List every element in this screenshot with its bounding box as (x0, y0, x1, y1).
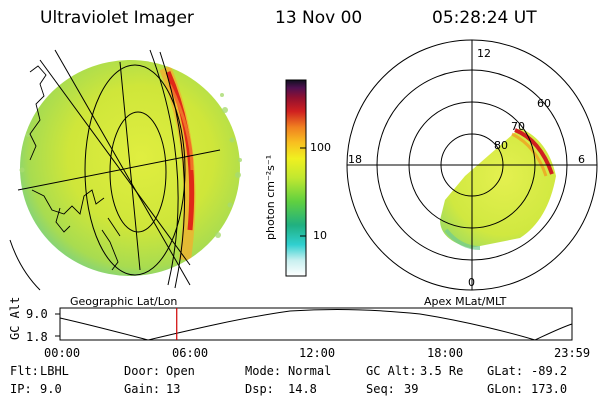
colorbar-ticks (300, 147, 306, 237)
polar-lat-60: 60 (537, 97, 551, 110)
colorbar-unit-label: photon cm⁻²s⁻¹ (264, 154, 277, 240)
seq-label: Seq: (366, 382, 395, 396)
orbit-xtick-1800: 18:00 (427, 346, 464, 360)
flt-label: Flt: (10, 364, 39, 378)
polar-caption: Apex MLat/MLT (424, 295, 507, 308)
orbit-xtick-1200: 12:00 (299, 346, 336, 360)
gain-value: 13 (166, 382, 181, 396)
polar-hour-18: 18 (348, 153, 362, 166)
ip-label: IP: (10, 382, 32, 396)
door-value: Open (166, 364, 195, 378)
glon-label: GLon: (487, 382, 524, 396)
orbit-plot (55, 307, 573, 341)
colorbar-tick-100: 100 (310, 141, 331, 154)
orbit-xtick-0000: 00:00 (44, 346, 81, 360)
instrument-title: Ultraviolet Imager (40, 8, 194, 28)
colorbar (285, 79, 307, 277)
ip-value: 9.0 (40, 382, 62, 396)
gain-label: Gain: (124, 382, 161, 396)
glat-label: GLat: (487, 364, 524, 378)
polar-hour-0: 0 (468, 276, 475, 289)
dsp-label: Dsp: (245, 382, 274, 396)
door-label: Door: (124, 364, 161, 378)
orbit-ytick-high: 9.0 (26, 307, 48, 321)
glat-value: -89.2 (531, 364, 568, 378)
orbit-xtick-2359: 23:59 (554, 346, 591, 360)
gc-alt-label: GC Alt: (366, 364, 417, 378)
date-label: 13 Nov 00 (275, 8, 363, 28)
time-label: 05:28:24 UT (432, 8, 537, 28)
polar-lat-80: 80 (494, 139, 508, 152)
flt-value: LBHL (40, 364, 69, 378)
polar-hour-12: 12 (477, 47, 491, 60)
seq-value: 39 (404, 382, 419, 396)
orbit-xtick-0600: 06:00 (172, 346, 209, 360)
polar-lat-70: 70 (511, 120, 525, 133)
orbit-ylabel: GC Alt (8, 296, 22, 340)
geographic-caption: Geographic Lat/Lon (70, 295, 178, 308)
polar-hour-6: 6 (578, 153, 585, 166)
orbit-ytick-low: 1.8 (26, 330, 48, 344)
mode-value: Normal (288, 364, 332, 378)
geographic-grid (9, 49, 221, 291)
polar-plot (346, 39, 598, 291)
dsp-value: 14.8 (288, 382, 317, 396)
gc-alt-value: 3.5 Re (420, 364, 464, 378)
glon-value: 173.0 (531, 382, 568, 396)
colorbar-tick-10: 10 (313, 229, 327, 242)
mode-label: Mode: (245, 364, 282, 378)
